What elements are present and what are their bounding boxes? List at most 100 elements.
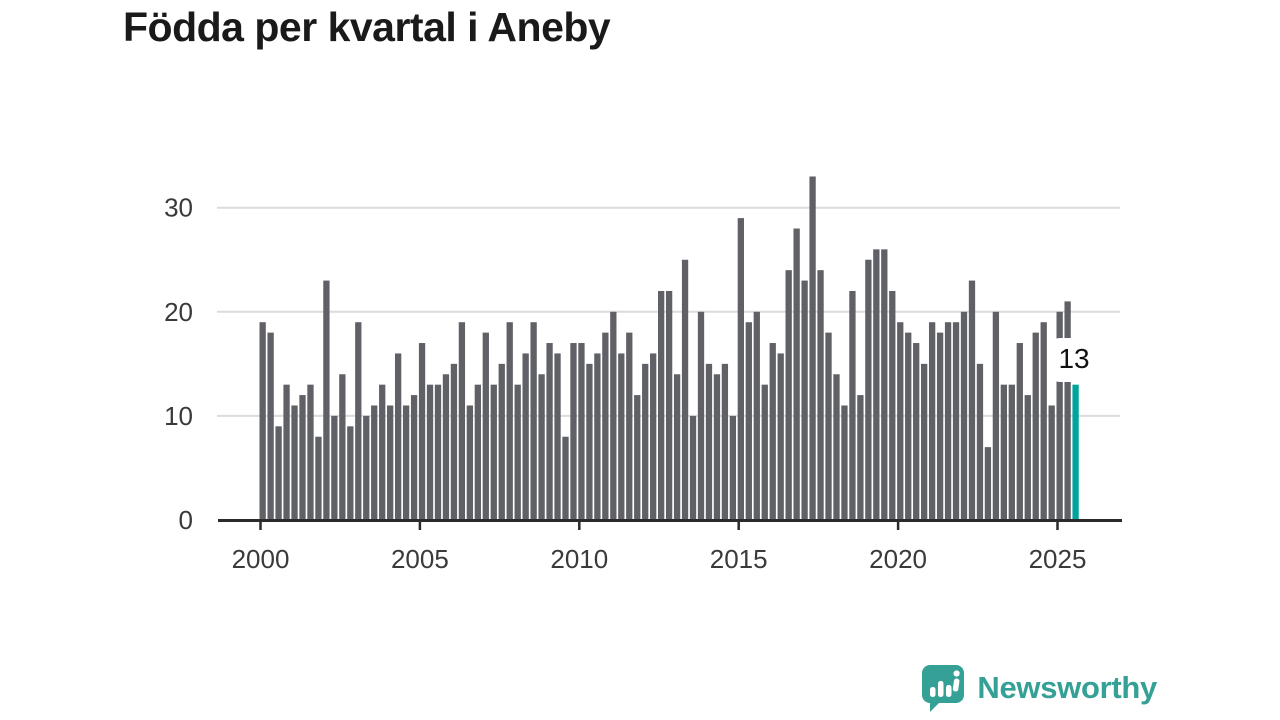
bar <box>968 280 976 520</box>
bar <box>673 374 681 520</box>
bar <box>466 405 474 520</box>
bar <box>705 363 713 520</box>
bar <box>729 415 737 520</box>
bar <box>1016 343 1023 520</box>
bar <box>594 353 601 520</box>
bar <box>371 405 378 520</box>
bar <box>426 384 434 520</box>
newsworthy-logo-icon <box>922 665 965 712</box>
bar <box>960 311 968 520</box>
highlighted-bar <box>1072 384 1079 520</box>
bar <box>881 249 888 520</box>
bar <box>905 332 912 520</box>
bar <box>1000 384 1008 520</box>
chart-title: Födda per kvartal i Aneby <box>123 4 611 50</box>
x-axis-label-2005: 2005 <box>391 544 449 574</box>
bar <box>307 384 314 520</box>
bar <box>498 363 505 520</box>
bar <box>618 353 625 520</box>
bar <box>474 384 481 520</box>
bar-chart: 0 10 20 30 2000 2005 2010 2015 2020 2025 <box>164 176 1122 574</box>
bar <box>841 405 848 520</box>
bar <box>642 363 649 520</box>
last-value-text: 13 <box>1058 342 1090 374</box>
bar <box>394 353 402 520</box>
bar <box>482 332 489 520</box>
bar <box>897 322 904 520</box>
bar <box>873 249 880 520</box>
bar <box>1048 405 1055 520</box>
bar <box>514 384 521 520</box>
x-tick-2010 <box>578 522 581 530</box>
bar <box>339 374 346 520</box>
bar <box>275 426 282 520</box>
bar <box>347 426 354 520</box>
x-tick-2000 <box>259 522 262 530</box>
bar <box>658 290 665 520</box>
bar <box>889 290 896 520</box>
x-axis-label-2000: 2000 <box>232 544 290 574</box>
bar <box>530 322 537 520</box>
bar <box>299 395 306 520</box>
exclamation-dot <box>953 670 961 677</box>
bar <box>737 218 744 521</box>
bar <box>745 322 752 520</box>
bar <box>650 353 657 520</box>
bar <box>586 363 593 520</box>
bar <box>283 384 290 520</box>
bar <box>761 384 768 520</box>
bar <box>857 395 864 520</box>
bar <box>793 228 800 520</box>
bar <box>410 395 418 520</box>
bar <box>355 322 362 520</box>
bar <box>323 280 330 520</box>
bar <box>769 343 776 520</box>
bar <box>1064 301 1071 520</box>
bar <box>379 384 386 520</box>
bar <box>402 405 410 520</box>
x-tick-2015 <box>737 522 740 530</box>
bar <box>331 415 338 520</box>
bar <box>554 353 561 520</box>
bar <box>1040 322 1047 520</box>
bar <box>992 311 1000 520</box>
bar <box>809 176 816 520</box>
bar <box>538 374 545 520</box>
bar <box>984 447 992 520</box>
bar <box>681 259 689 520</box>
bar <box>777 353 784 520</box>
bar <box>865 259 872 520</box>
x-tick-2025 <box>1056 522 1059 530</box>
exclamation-bar <box>953 678 960 692</box>
x-axis-label-2015: 2015 <box>710 544 768 574</box>
bar <box>267 332 274 520</box>
bar <box>952 322 960 520</box>
y-axis-label-10: 10 <box>164 401 193 431</box>
bar <box>522 353 529 520</box>
bar <box>753 311 760 520</box>
bar <box>1024 395 1031 520</box>
bar <box>944 322 952 520</box>
bar <box>1032 332 1039 520</box>
x-tick-2005 <box>418 522 422 530</box>
bar <box>546 343 553 520</box>
bar <box>721 363 729 520</box>
bar <box>291 405 298 520</box>
bar <box>418 343 426 520</box>
bar <box>578 343 585 520</box>
bar <box>833 374 840 520</box>
bar <box>1008 384 1015 520</box>
bar <box>450 363 458 520</box>
bar <box>665 290 673 520</box>
y-axis-label-20: 20 <box>164 297 193 327</box>
bar <box>976 363 984 520</box>
bar <box>634 395 641 520</box>
y-axis-label-30: 30 <box>164 193 193 223</box>
bar <box>434 384 442 520</box>
bar <box>315 436 322 520</box>
bar <box>387 405 394 520</box>
bar <box>697 311 705 520</box>
last-value-label: 13 <box>1050 339 1098 381</box>
x-axis-line <box>218 519 1122 522</box>
